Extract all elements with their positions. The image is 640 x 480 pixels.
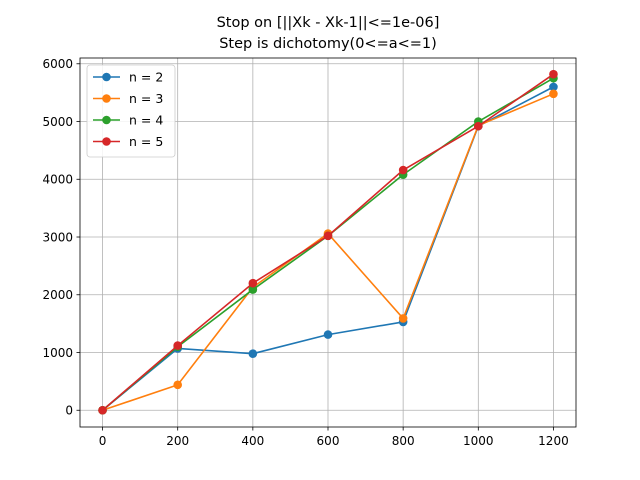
data-point [98,405,107,415]
legend-label: n = 5 [129,134,163,149]
axes-layer: 0 200 400 600 800 1000 1200 0 1000 2000 3000 4000 50… [42,57,577,448]
legend-entry: n = 2 [93,70,163,85]
legend-box [86,64,176,158]
data-point [398,165,408,175]
y-tick-label: 4000 [42,173,73,187]
data-point [474,121,483,131]
data-point [323,231,333,241]
legend-marker [102,115,111,125]
legend-entry: n = 3 [93,91,163,106]
legend-marker [102,72,111,82]
x-tick-label: 1000 [463,434,494,448]
data-point [248,349,258,358]
data-point [248,278,258,288]
x-tick-label: 600 [317,434,340,448]
chart-title: Stop on [||Xk - Xk-1||<=1e-06] [217,15,440,31]
data-point [549,89,558,99]
x-tick-label: 200 [166,434,189,448]
plot-frame [79,57,577,428]
x-tick-label: 0 [99,434,107,448]
x-tick-label: 1200 [538,434,569,448]
series-layer [98,69,558,415]
legend-entry: n = 4 [93,113,163,128]
legend-marker [102,94,111,103]
legend-label: n = 2 [129,70,163,85]
data-point [323,330,333,339]
legend: n = 2 n = 3 n = 4 n = 5 [86,64,176,158]
x-tick-label: 400 [241,434,264,448]
y-tick-label: 6000 [42,57,73,71]
y-tick-label: 1000 [42,346,73,360]
y-tick-label: 5000 [42,115,73,129]
series-4 [98,69,558,415]
y-tick-label: 0 [65,404,73,418]
data-point [173,380,182,390]
chart-subtitle: Step is dichotomy(0<=a<=1) [219,36,437,52]
data-point [549,82,558,92]
legend-entry: n = 5 [93,134,163,149]
legend-label: n = 3 [129,91,163,106]
data-point [398,314,408,323]
data-point [248,285,258,294]
y-tick-label: 3000 [42,230,73,244]
data-point [549,69,558,79]
legend-marker [102,137,111,146]
y-tick-label: 2000 [42,288,73,302]
legend-label: n = 4 [129,113,163,128]
data-point [173,341,182,350]
x-tick-label: 800 [392,434,415,448]
